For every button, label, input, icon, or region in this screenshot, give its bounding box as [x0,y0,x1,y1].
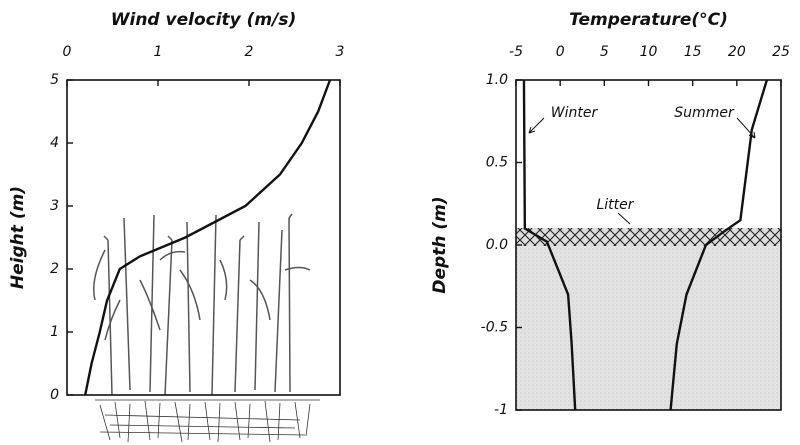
x-axis-title: Temperature(°C) [569,10,728,30]
y-axis-title: Depth (m) [430,196,450,293]
x-tick-label: 20 [728,44,746,60]
x-tick-label: 10 [640,44,658,60]
y-tick-label: 0 [50,387,59,403]
x-tick-label: 3 [336,44,345,60]
y-tick-label: 1.0 [486,72,508,88]
x-tick-label: 15 [684,44,702,60]
y-tick-label: 0.5 [486,155,508,171]
x-axis-title: Wind velocity (m/s) [111,10,297,30]
series-label: Winter [551,105,599,121]
x-tick-label: -5 [509,44,523,60]
x-tick-label: 2 [245,44,254,60]
y-tick-label: 1 [50,324,59,340]
arrow [528,117,545,134]
arrow [617,212,631,225]
series-label: Summer [674,105,735,121]
y-tick-label: 5 [50,72,59,88]
y-tick-label: 0.0 [486,237,508,253]
litter [516,228,781,246]
soil [516,246,781,410]
reeds [93,213,320,443]
x-tick-label: 1 [154,44,163,60]
line [669,79,769,411]
x-tick-label: 0 [556,44,565,60]
y-tick-label: 3 [50,198,59,214]
y-tick-label: -1 [494,402,508,418]
line [522,79,577,411]
y-axis-title: Height (m) [8,186,28,289]
x-tick-label: 0 [63,44,72,60]
annotation: Litter [596,197,634,213]
y-tick-label: -0.5 [481,320,508,336]
plot-frame [66,79,341,396]
x-tick-label: 5 [600,44,609,60]
y-tick-label: 4 [50,135,59,151]
x-tick-label: 25 [772,44,790,60]
y-tick-label: 2 [50,261,59,277]
line [84,79,332,396]
